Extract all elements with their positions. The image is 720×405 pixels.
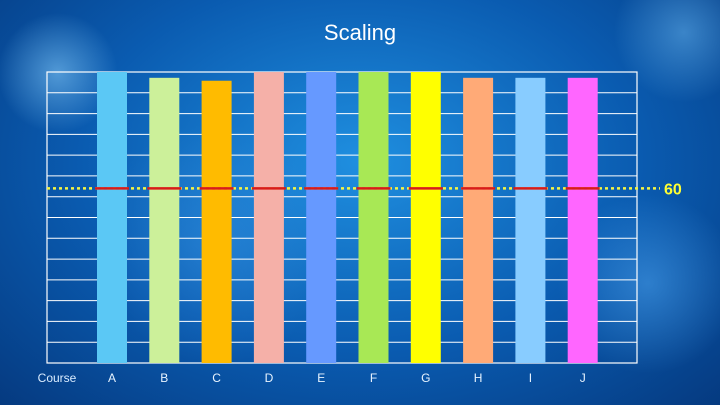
- bar-e: [306, 72, 337, 363]
- category-label-f: F: [370, 371, 377, 385]
- category-label-d: D: [265, 371, 274, 385]
- category-label-i: I: [529, 371, 532, 385]
- category-label-b: B: [160, 371, 168, 385]
- chart-title: Scaling: [323, 20, 397, 45]
- category-label-e: E: [317, 371, 325, 385]
- reference-line-label: 60: [664, 181, 682, 198]
- bar-g: [410, 72, 441, 363]
- category-labels: A B C D E F G H I J Course: [38, 371, 586, 385]
- bar-h: [463, 77, 494, 363]
- bar-f: [358, 72, 389, 363]
- category-label-a: A: [108, 371, 116, 385]
- bar-j: [567, 77, 598, 363]
- bar-c: [201, 80, 232, 363]
- category-label-c: C: [212, 371, 221, 385]
- bar-d: [253, 72, 284, 363]
- bars: [97, 72, 598, 363]
- row-label: Course: [38, 371, 77, 385]
- category-label-h: H: [474, 371, 483, 385]
- bar-a: [97, 72, 127, 363]
- category-label-g: G: [421, 371, 430, 385]
- bar-i: [515, 77, 546, 363]
- grid-lines: [46, 71, 638, 364]
- category-label-j: J: [580, 371, 586, 385]
- bar-b: [149, 77, 180, 363]
